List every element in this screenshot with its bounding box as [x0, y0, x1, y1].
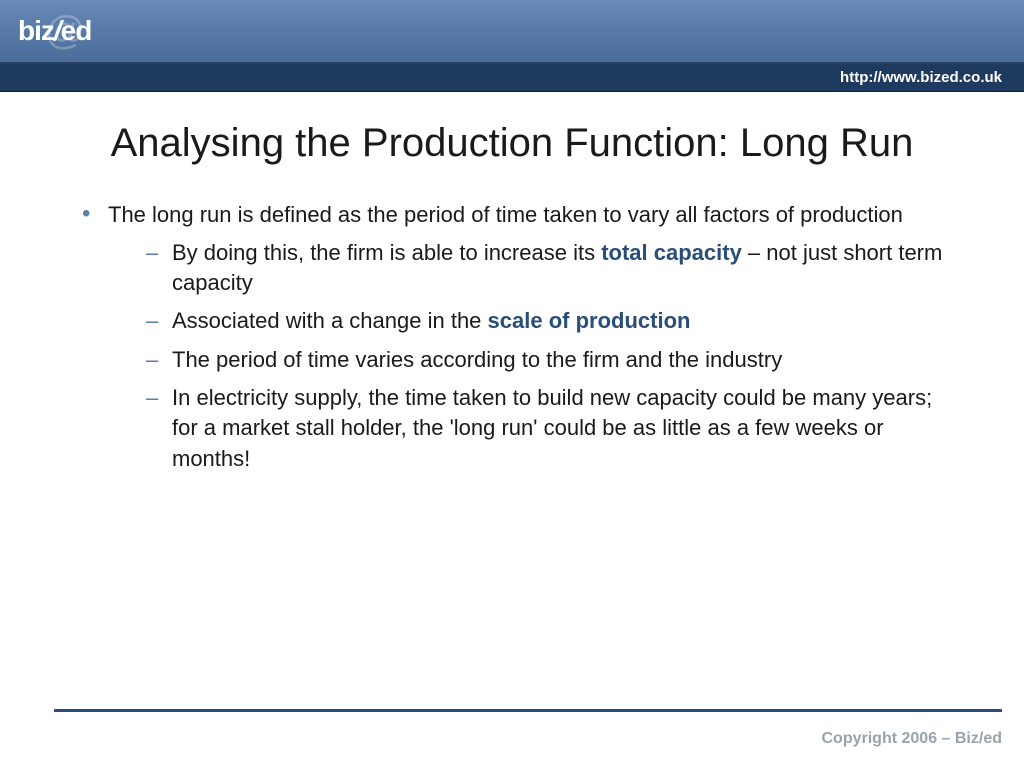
keyword-total-capacity: total capacity	[601, 240, 742, 265]
bullet-main-text: The long run is defined as the period of…	[108, 202, 903, 227]
bullet-list: The long run is defined as the period of…	[70, 200, 954, 474]
sub3-text: The period of time varies according to t…	[172, 347, 782, 372]
logo: biz/ed @	[18, 15, 91, 47]
header-bar: biz/ed @	[0, 0, 1024, 64]
sub1-a: By doing this, the firm is able to incre…	[172, 240, 601, 265]
sub-item-4: In electricity supply, the time taken to…	[146, 383, 954, 474]
logo-text: biz/ed @	[18, 15, 91, 47]
url-text: http://www.biz­ed.co.uk	[840, 69, 1002, 86]
url-bar: http://www.biz­ed.co.uk	[0, 64, 1024, 92]
slide-title: Analysing the Production Function: Long …	[70, 120, 954, 166]
at-icon: @	[44, 9, 84, 54]
sub4-text: In electricity supply, the time taken to…	[172, 385, 932, 471]
footer-divider	[54, 709, 1002, 712]
content-area: Analysing the Production Function: Long …	[0, 92, 1024, 474]
sub-item-2: Associated with a change in the scale of…	[146, 306, 954, 336]
sub-item-3: The period of time varies according to t…	[146, 345, 954, 375]
copyright-text: Copyright 2006 – Biz/ed	[822, 730, 1003, 748]
sub2-a: Associated with a change in the	[172, 308, 488, 333]
sub-item-1: By doing this, the firm is able to incre…	[146, 238, 954, 299]
slide: biz/ed @ http://www.biz­ed.co.uk Analysi…	[0, 0, 1024, 768]
sub-list: By doing this, the firm is able to incre…	[108, 238, 954, 475]
keyword-scale-production: scale of production	[488, 308, 691, 333]
bullet-main: The long run is defined as the period of…	[80, 200, 954, 474]
